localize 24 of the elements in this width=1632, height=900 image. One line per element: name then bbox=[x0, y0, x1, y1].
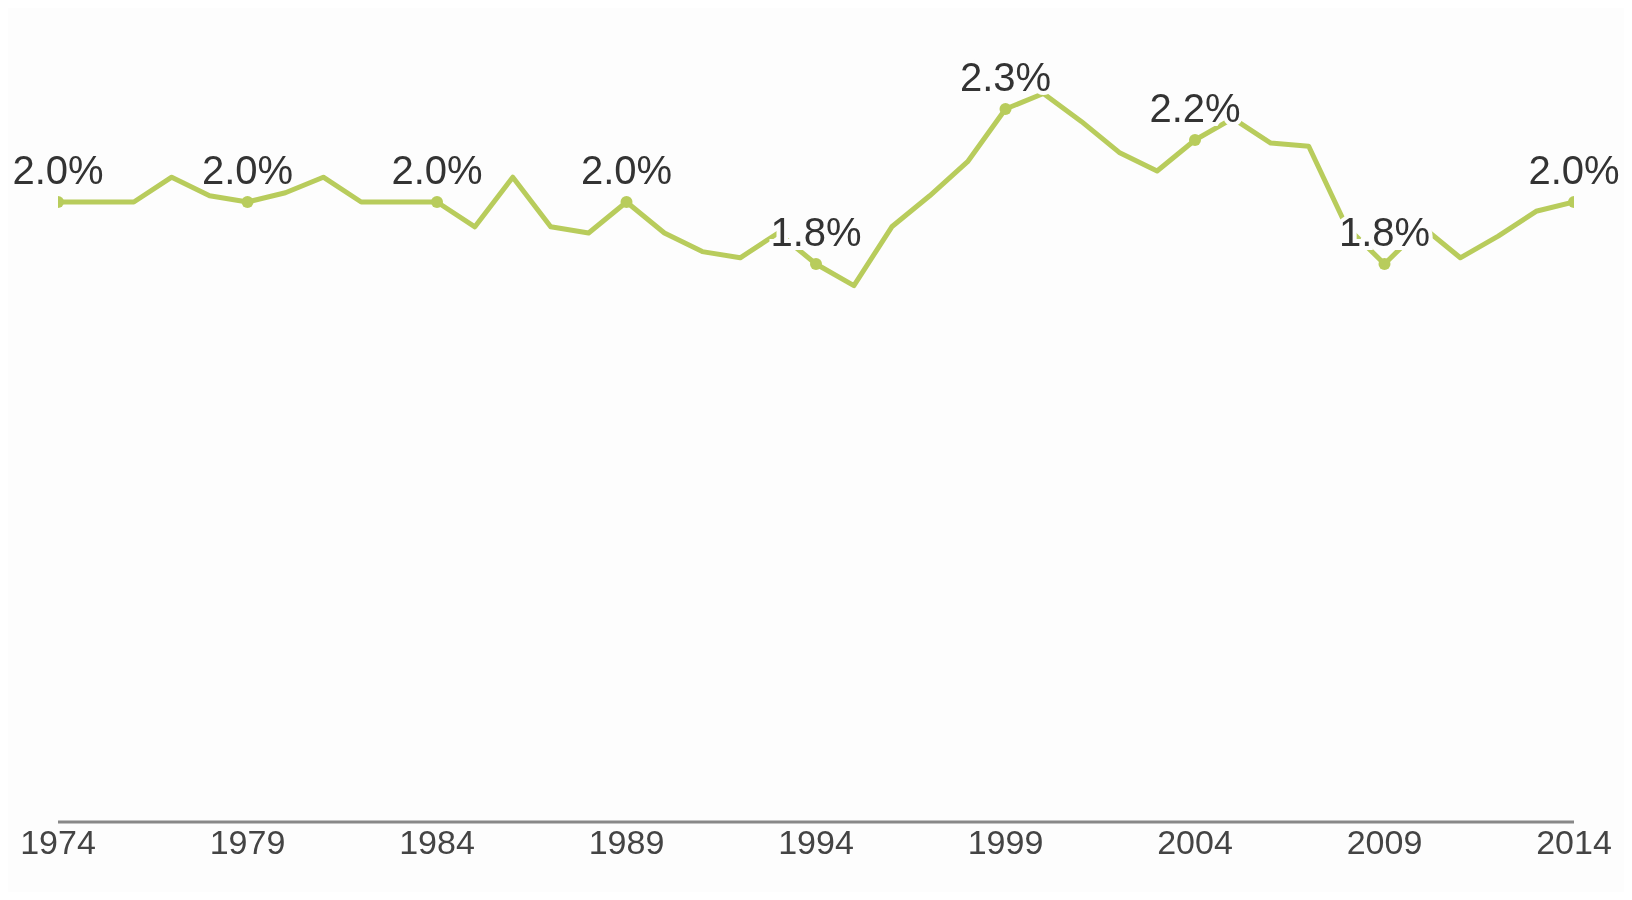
x-tick-label: 1979 bbox=[209, 823, 286, 862]
data-label: 2.0% bbox=[1528, 148, 1620, 192]
point bbox=[431, 196, 443, 208]
x-tick-label: 1989 bbox=[588, 823, 665, 862]
x-tick-label: 1994 bbox=[778, 823, 854, 862]
point bbox=[1189, 134, 1201, 146]
data-label: 2.0% bbox=[391, 148, 483, 192]
data-label: 2.0% bbox=[201, 148, 294, 192]
x-tick-label: 1974 bbox=[20, 823, 96, 862]
point bbox=[241, 196, 254, 208]
data-label: 2.0% bbox=[12, 148, 104, 192]
point bbox=[810, 258, 822, 270]
data-label: 2.3% bbox=[959, 55, 1052, 99]
point bbox=[620, 196, 633, 208]
x-tick-label: 2009 bbox=[1346, 823, 1423, 862]
point bbox=[1378, 258, 1391, 270]
x-tick-label: 2014 bbox=[1536, 823, 1612, 862]
x-tick-label: 2004 bbox=[1157, 823, 1233, 862]
data-label: 2.0% bbox=[580, 148, 673, 192]
data-label: 1.8% bbox=[770, 210, 862, 254]
point bbox=[999, 103, 1012, 115]
x-tick-label: 1999 bbox=[967, 823, 1044, 862]
x-tick-label: 1984 bbox=[399, 823, 475, 862]
data-label: 2.2% bbox=[1149, 86, 1241, 130]
